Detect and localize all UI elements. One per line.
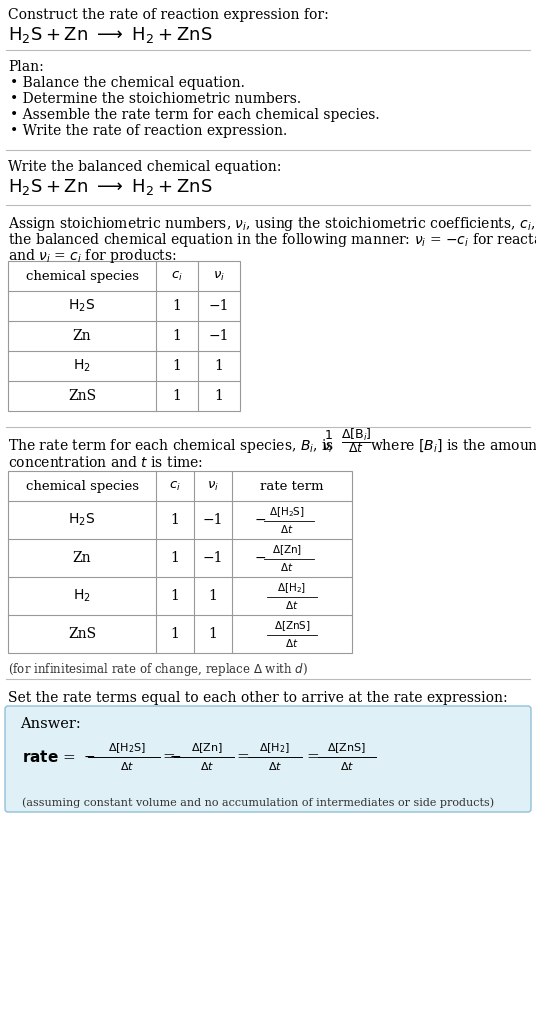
Text: −: − [254, 513, 266, 527]
Text: 1: 1 [170, 551, 180, 565]
Bar [8, 261, 240, 411]
Text: $\Delta[\mathrm{B}_i]$: $\Delta[\mathrm{B}_i]$ [341, 427, 371, 443]
Text: Answer:: Answer: [20, 717, 81, 731]
Text: $\Delta t$: $\Delta t$ [280, 523, 294, 535]
Text: −1: −1 [203, 551, 224, 565]
Text: =: = [236, 750, 249, 764]
Bar [8, 471, 352, 653]
Text: Construct the rate of reaction expression for:: Construct the rate of reaction expressio… [8, 8, 329, 22]
Text: 1: 1 [173, 299, 182, 313]
Text: 1: 1 [214, 359, 224, 373]
Text: • Assemble the rate term for each chemical species.: • Assemble the rate term for each chemic… [10, 108, 379, 122]
Text: 1: 1 [170, 513, 180, 527]
Text: $\Delta[\mathrm{H_2}]$: $\Delta[\mathrm{H_2}]$ [259, 741, 291, 755]
Text: $\Delta t$: $\Delta t$ [285, 637, 299, 649]
Text: $\Delta t$: $\Delta t$ [348, 442, 364, 454]
Text: Write the balanced chemical equation:: Write the balanced chemical equation: [8, 160, 281, 174]
Text: $\mathrm{H_2}$: $\mathrm{H_2}$ [73, 587, 91, 605]
Text: $\Delta[\mathrm{Zn}]$: $\Delta[\mathrm{Zn}]$ [191, 741, 223, 755]
Text: $\Delta[\mathrm{ZnS}]$: $\Delta[\mathrm{ZnS}]$ [327, 741, 367, 755]
Text: 1: 1 [170, 627, 180, 641]
Text: −1: −1 [203, 513, 224, 527]
Text: chemical species: chemical species [26, 270, 138, 283]
Text: $\Delta t$: $\Delta t$ [280, 561, 294, 573]
Text: (assuming constant volume and no accumulation of intermediates or side products): (assuming constant volume and no accumul… [22, 797, 494, 807]
Text: $\nu_i$: $\nu_i$ [322, 442, 334, 455]
Text: −: − [254, 551, 266, 565]
Text: $\Delta t$: $\Delta t$ [268, 760, 282, 772]
Text: concentration and $t$ is time:: concentration and $t$ is time: [8, 455, 203, 470]
Text: $\Delta t$: $\Delta t$ [285, 599, 299, 611]
Text: Set the rate terms equal to each other to arrive at the rate expression:: Set the rate terms equal to each other t… [8, 691, 508, 705]
Text: $\mathrm{H_2S}$: $\mathrm{H_2S}$ [69, 512, 95, 528]
Text: 1: 1 [209, 627, 218, 641]
Text: $\Delta[\mathrm{ZnS}]$: $\Delta[\mathrm{ZnS}]$ [274, 619, 310, 633]
Text: Zn: Zn [73, 551, 91, 565]
Text: $\Delta[\mathrm{Zn}]$: $\Delta[\mathrm{Zn}]$ [272, 543, 302, 557]
Text: 1: 1 [209, 589, 218, 603]
Text: $\Delta t$: $\Delta t$ [340, 760, 354, 772]
Text: Zn: Zn [73, 329, 91, 343]
Text: $\mathrm{H_2S}$: $\mathrm{H_2S}$ [69, 298, 95, 315]
Text: 1: 1 [173, 359, 182, 373]
Text: $\mathit{\nu_i}$: $\mathit{\nu_i}$ [213, 270, 225, 283]
Text: $\mathrm{H_2S + Zn \ \longrightarrow \ H_2 + ZnS}$: $\mathrm{H_2S + Zn \ \longrightarrow \ H… [8, 177, 212, 197]
Text: $1$: $1$ [324, 429, 332, 442]
Text: −1: −1 [209, 329, 229, 343]
Text: −: − [84, 750, 95, 764]
Text: $\Delta t$: $\Delta t$ [200, 760, 214, 772]
Text: where $[B_i]$ is the amount: where $[B_i]$ is the amount [370, 437, 536, 454]
Text: Plan:: Plan: [8, 60, 44, 74]
Text: ZnS: ZnS [68, 627, 96, 641]
Text: $\mathit{c_i}$: $\mathit{c_i}$ [171, 270, 183, 283]
Text: 1: 1 [173, 389, 182, 403]
Text: $\mathrm{H_2S + Zn \ \longrightarrow \ H_2 + ZnS}$: $\mathrm{H_2S + Zn \ \longrightarrow \ H… [8, 25, 212, 45]
Text: and $\mathit{\nu_i}$ = $\mathit{c_i}$ for products:: and $\mathit{\nu_i}$ = $\mathit{c_i}$ fo… [8, 247, 177, 265]
Text: $\Delta[\mathrm{H_2S}]$: $\Delta[\mathrm{H_2S}]$ [269, 505, 305, 519]
Text: (for infinitesimal rate of change, replace $\Delta$ with $d$): (for infinitesimal rate of change, repla… [8, 661, 308, 678]
Text: $\Delta[\mathrm{H_2}]$: $\Delta[\mathrm{H_2}]$ [278, 581, 307, 595]
Text: • Write the rate of reaction expression.: • Write the rate of reaction expression. [10, 124, 287, 138]
Text: rate term: rate term [260, 479, 324, 493]
Text: $\mathbf{rate}$ =: $\mathbf{rate}$ = [22, 749, 77, 765]
Text: chemical species: chemical species [26, 479, 138, 493]
Text: The rate term for each chemical species, $B_i$, is: The rate term for each chemical species,… [8, 437, 334, 455]
Text: $\Delta t$: $\Delta t$ [120, 760, 134, 772]
Text: $\mathrm{H_2}$: $\mathrm{H_2}$ [73, 357, 91, 375]
Text: Assign stoichiometric numbers, $\mathit{\nu_i}$, using the stoichiometric coeffi: Assign stoichiometric numbers, $\mathit{… [8, 215, 536, 233]
FancyBboxPatch shape [5, 706, 531, 812]
Text: −1: −1 [209, 299, 229, 313]
Text: • Determine the stoichiometric numbers.: • Determine the stoichiometric numbers. [10, 92, 301, 106]
Text: ZnS: ZnS [68, 389, 96, 403]
Text: $\mathit{c_i}$: $\mathit{c_i}$ [169, 479, 181, 493]
Text: 1: 1 [214, 389, 224, 403]
Text: =: = [162, 750, 175, 764]
Text: −: − [170, 750, 182, 764]
Text: 1: 1 [173, 329, 182, 343]
Text: 1: 1 [170, 589, 180, 603]
Text: the balanced chemical equation in the following manner: $\mathit{\nu_i}$ = $-\ma: the balanced chemical equation in the fo… [8, 231, 536, 249]
Text: $\mathit{\nu_i}$: $\mathit{\nu_i}$ [207, 479, 219, 493]
Text: • Balance the chemical equation.: • Balance the chemical equation. [10, 76, 245, 90]
Text: =: = [306, 750, 319, 764]
Text: $\Delta[\mathrm{H_2S}]$: $\Delta[\mathrm{H_2S}]$ [108, 741, 146, 755]
